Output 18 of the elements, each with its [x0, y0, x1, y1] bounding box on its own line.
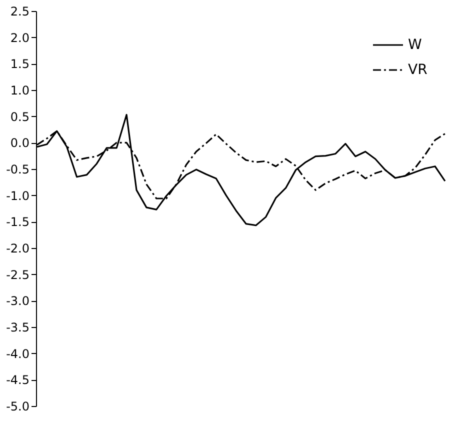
y-tick-label: -1.5	[6, 215, 30, 230]
y-tick-label: 2.0	[10, 30, 30, 45]
y-tick-label: 0.5	[10, 110, 30, 124]
y-tick-label: -2.0	[6, 242, 30, 256]
y-tick-label: -1.0	[6, 188, 30, 203]
y-tick-label: 1.0	[10, 84, 30, 98]
y-tick-label: -4.5	[6, 373, 30, 388]
legend-label: W	[408, 37, 422, 53]
y-tick-label: -3.0	[6, 294, 30, 308]
y-tick-label: -0.5	[6, 162, 30, 176]
legend-label: VR	[408, 62, 428, 78]
y-tick-label: 1.5	[10, 57, 30, 72]
y-tick-label: -2.5	[6, 268, 30, 282]
y-tick-label: -4.0	[6, 346, 30, 361]
y-tick-label: -5.0	[6, 400, 30, 414]
y-tick-label: -3.5	[6, 320, 30, 334]
y-tick-label: 2.5	[10, 4, 30, 18]
y-tick-label: 0.0	[10, 136, 30, 150]
